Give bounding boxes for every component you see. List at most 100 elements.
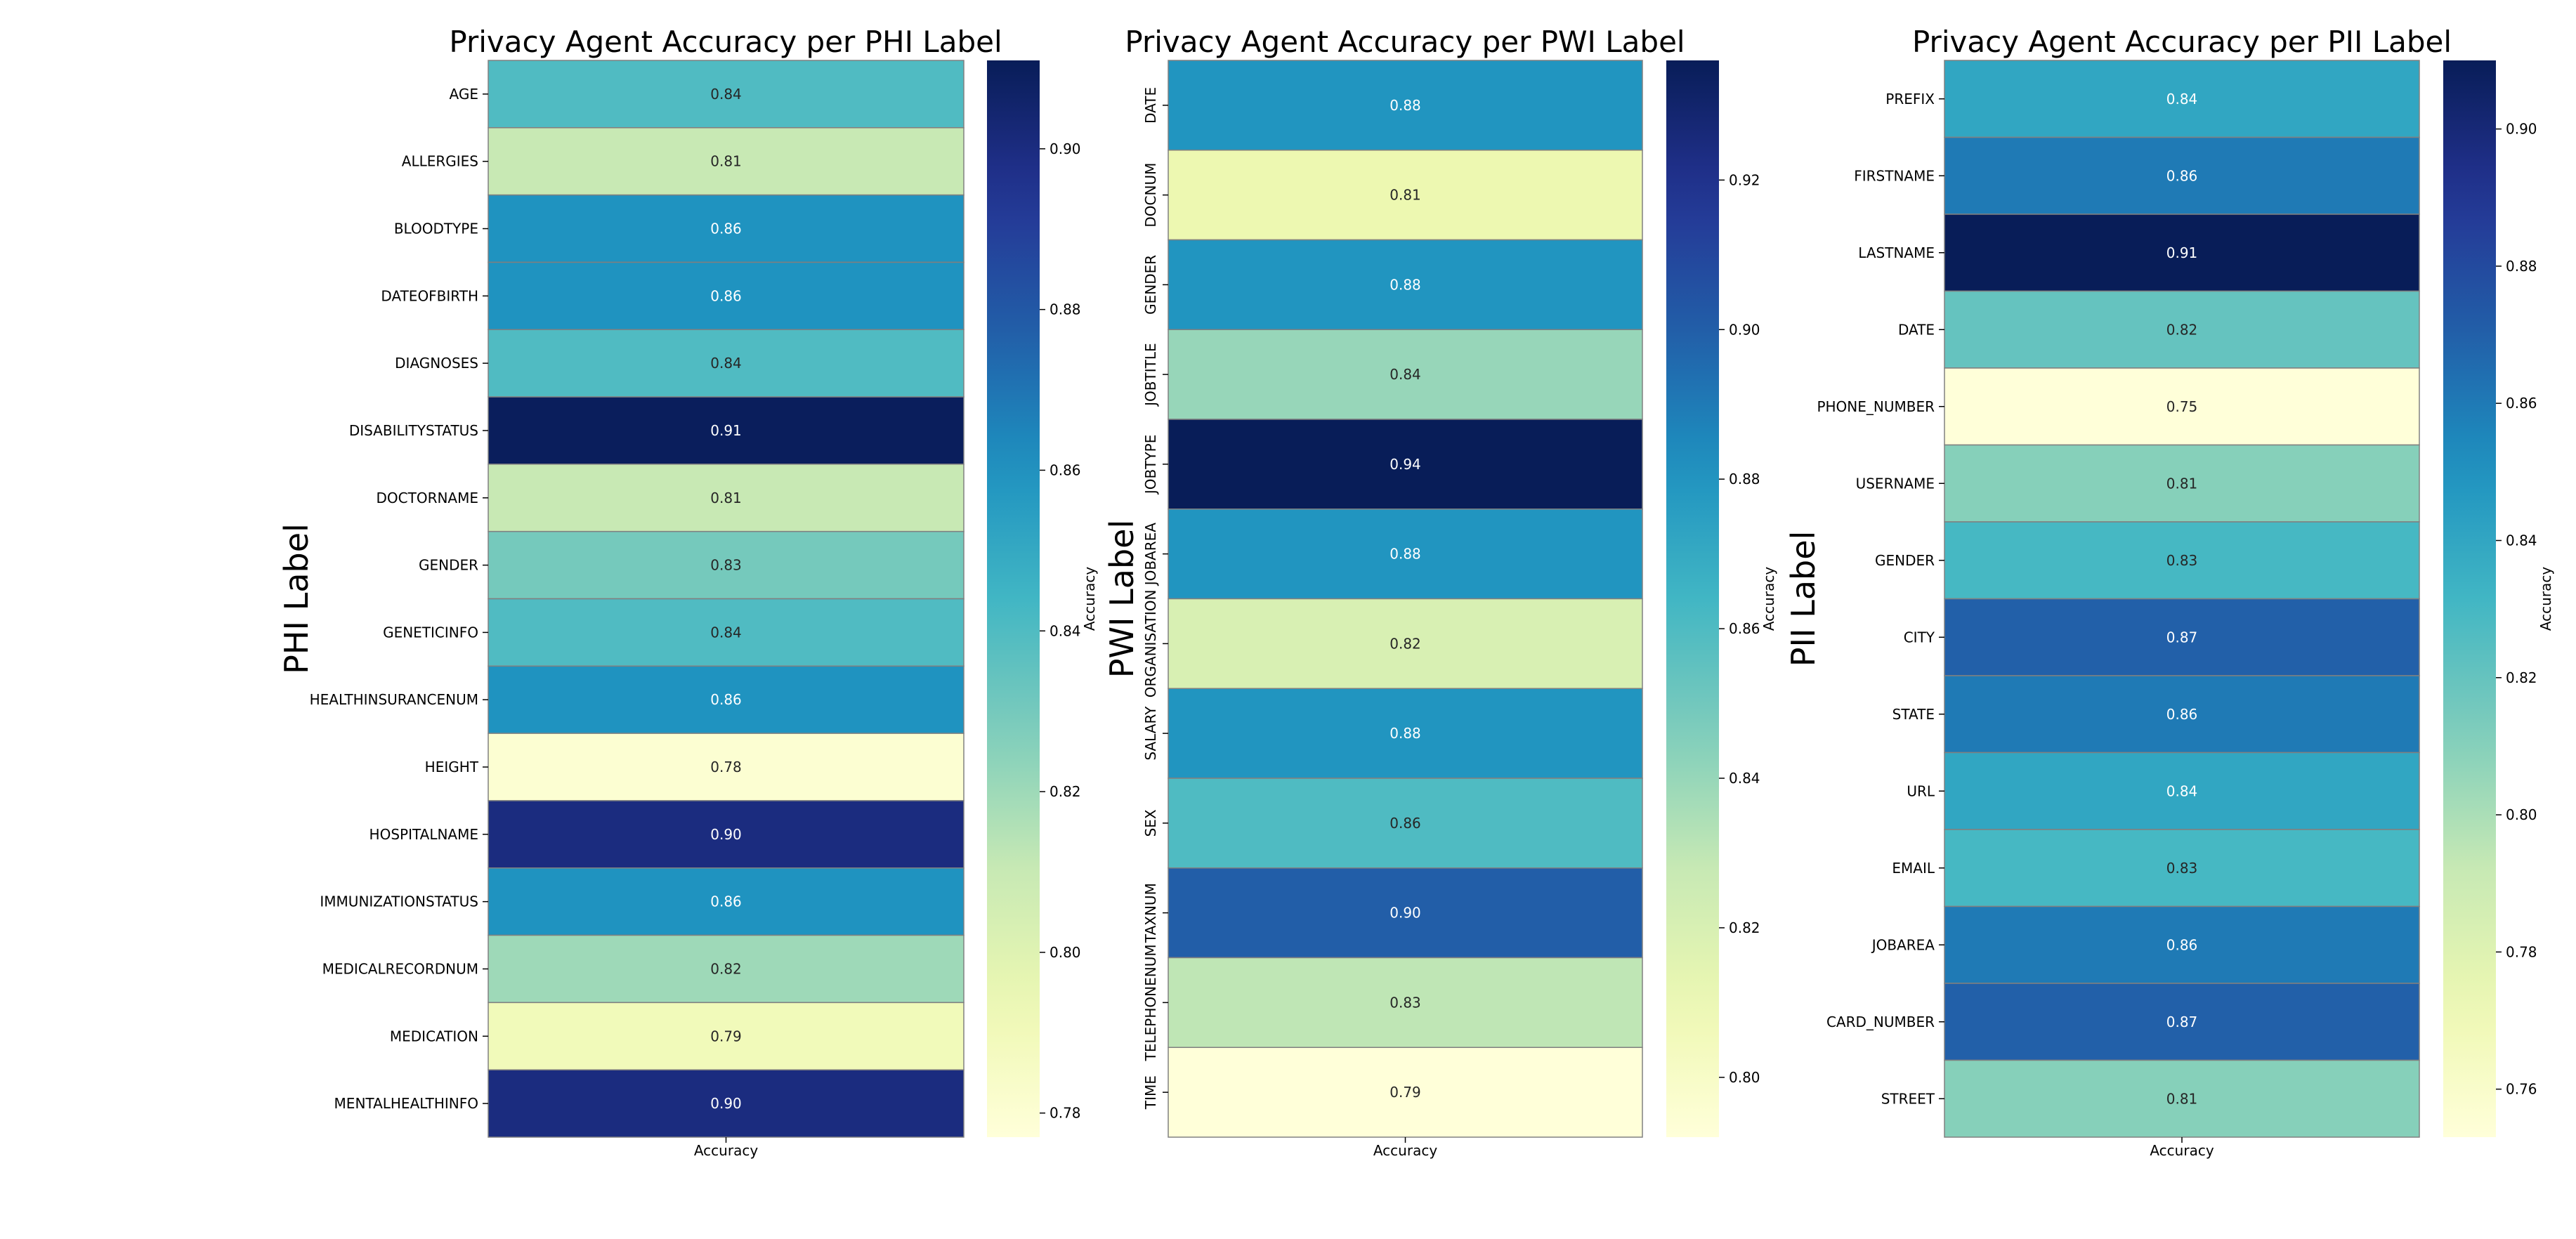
x-tick-label: Accuracy — [2150, 1142, 2214, 1159]
heatmap-cell-medication — [488, 1002, 965, 1070]
heatmap-cell-doctorname — [488, 464, 965, 532]
heatmap-cell-street — [1944, 1059, 2420, 1138]
heatmap-cell-state — [1944, 675, 2420, 754]
heatmap-cell-city — [1944, 598, 2420, 676]
cell-value-label: 0.84 — [1390, 366, 1421, 383]
cell-value-label: 0.90 — [1390, 905, 1421, 922]
cell-value-label: 0.83 — [2166, 860, 2198, 877]
y-tick-label: SEX — [1142, 809, 1159, 837]
heatmap-cell-hospitalname — [488, 800, 965, 869]
cell-value-label: 0.88 — [1390, 97, 1421, 114]
y-tick-label: JOBAREA — [1142, 523, 1159, 587]
heatmap-cell-healthinsurancenum — [488, 665, 965, 734]
heatmap-cell-dateofbirth — [488, 261, 965, 330]
colorbar-tick-label: 0.78 — [1050, 1105, 1081, 1122]
y-tick-label: STATE — [1892, 706, 1935, 723]
colorbar-tick-label: 0.82 — [1050, 783, 1081, 800]
y-tick-label: SALARY — [1142, 706, 1159, 761]
colorbar-tick-label: 0.88 — [2506, 258, 2537, 275]
y-tick-label: ORGANISATION — [1142, 590, 1159, 698]
cell-value-label: 0.86 — [2166, 706, 2198, 723]
colorbar-tick-label: 0.90 — [1729, 321, 1760, 338]
chart-title: Privacy Agent Accuracy per PII Label — [1912, 25, 2452, 59]
heatmap-cell-email — [1944, 829, 2420, 907]
y-tick-label: LASTNAME — [1858, 244, 1935, 261]
colorbar-tick-label: 0.80 — [2506, 806, 2537, 823]
cell-value-label: 0.87 — [2166, 1014, 2198, 1030]
heatmap-cell-gender — [1168, 239, 1643, 330]
heatmap-cell-time — [1168, 1047, 1643, 1138]
heatmap-cell-username — [1944, 444, 2420, 523]
colorbar — [1666, 60, 1719, 1137]
y-tick-label: URL — [1907, 782, 1935, 799]
cell-value-label: 0.86 — [2166, 936, 2198, 953]
chart-title: Privacy Agent Accuracy per PWI Label — [1125, 25, 1685, 59]
heatmap-cell-mentalhealthinfo — [488, 1069, 965, 1138]
cell-value-label: 0.86 — [2166, 167, 2198, 184]
cell-value-label: 0.86 — [710, 221, 742, 237]
y-tick-label: PREFIX — [1885, 91, 1935, 107]
cell-value-label: 0.86 — [710, 287, 742, 304]
y-tick-label: USERNAME — [1856, 475, 1935, 492]
colorbar-tick-label: 0.90 — [2506, 121, 2537, 138]
heatmap-cell-gender — [488, 530, 965, 600]
heatmap-cell-allergies — [488, 127, 965, 196]
colorbar-tick-label: 0.76 — [2506, 1081, 2537, 1098]
y-tick-label: HEIGHT — [425, 759, 479, 775]
y-tick-label: ALLERGIES — [402, 153, 478, 170]
heatmap-panel-phi: Privacy Agent Accuracy per PHI Label PHI … — [277, 25, 1098, 1159]
heatmap-cell-prefix — [1944, 60, 2420, 138]
cell-value-label: 0.78 — [710, 759, 742, 775]
x-tick-label: Accuracy — [1373, 1142, 1437, 1159]
y-axis-label: PWI Label — [1103, 520, 1141, 678]
y-tick-label: CARD_NUMBER — [1826, 1014, 1935, 1030]
cell-value-label: 0.84 — [2166, 91, 2198, 107]
y-tick-label: DATE — [1142, 87, 1159, 124]
y-tick-label: GENETICINFO — [383, 624, 478, 641]
colorbar-tick-label: 0.80 — [1050, 944, 1081, 961]
colorbar — [2443, 60, 2496, 1137]
y-tick-label: HOSPITALNAME — [370, 826, 478, 843]
y-tick-label: DIAGNOSES — [395, 355, 478, 372]
y-tick-label: PHONE_NUMBER — [1817, 398, 1935, 415]
colorbar-label: Accuracy — [2537, 567, 2554, 631]
colorbar-tick-label: 0.88 — [1050, 301, 1081, 318]
y-tick-label: HEALTHINSURANCENUM — [310, 691, 478, 708]
colorbar-tick-label: 0.86 — [1050, 461, 1081, 478]
colorbar-label: Accuracy — [1081, 567, 1098, 631]
colorbar-tick-label: 0.80 — [1729, 1069, 1760, 1086]
y-tick-label: CITY — [1904, 629, 1935, 645]
heatmap-cell-telephonenum — [1168, 957, 1643, 1048]
y-tick-label: AGE — [450, 86, 478, 103]
y-tick-label: JOBTITLE — [1142, 343, 1159, 407]
heatmap-panel-pwi: Privacy Agent Accuracy per PWI Label PWI … — [1103, 25, 1777, 1159]
x-tick-label: Accuracy — [694, 1142, 758, 1159]
cell-value-label: 0.84 — [710, 355, 742, 372]
y-tick-label: DATE — [1898, 321, 1935, 338]
cell-value-label: 0.91 — [2166, 244, 2198, 261]
y-tick-label: FIRSTNAME — [1854, 167, 1935, 184]
cell-value-label: 0.82 — [1390, 635, 1421, 652]
colorbar-tick-label: 0.86 — [2506, 395, 2537, 412]
y-axis-label: PHI Label — [277, 523, 315, 674]
cell-value-label: 0.81 — [2166, 475, 2198, 492]
colorbar-tick-label: 0.84 — [1050, 622, 1081, 639]
colorbar-tick-label: 0.84 — [2506, 532, 2537, 549]
cell-value-label: 0.79 — [1390, 1084, 1421, 1101]
y-tick-label: DOCNUM — [1142, 163, 1159, 228]
colorbar-label: Accuracy — [1760, 567, 1777, 631]
cell-value-label: 0.81 — [1390, 187, 1421, 204]
y-tick-label: DOCTORNAME — [377, 490, 479, 506]
cell-value-label: 0.86 — [710, 691, 742, 708]
heatmap-cell-lastname — [1944, 214, 2420, 292]
heatmap-cell-height — [488, 733, 965, 801]
y-tick-label: EMAIL — [1892, 860, 1935, 877]
y-tick-label: TIME — [1142, 1075, 1159, 1110]
cell-value-label: 0.91 — [710, 422, 742, 439]
y-tick-label: MEDICALRECORDNUM — [322, 960, 478, 977]
heatmap-cell-taxnum — [1168, 867, 1643, 959]
y-tick-label: STREET — [1881, 1090, 1935, 1107]
heatmap-cell-medicalrecordnum — [488, 934, 965, 1004]
cell-value-label: 0.84 — [710, 86, 742, 103]
